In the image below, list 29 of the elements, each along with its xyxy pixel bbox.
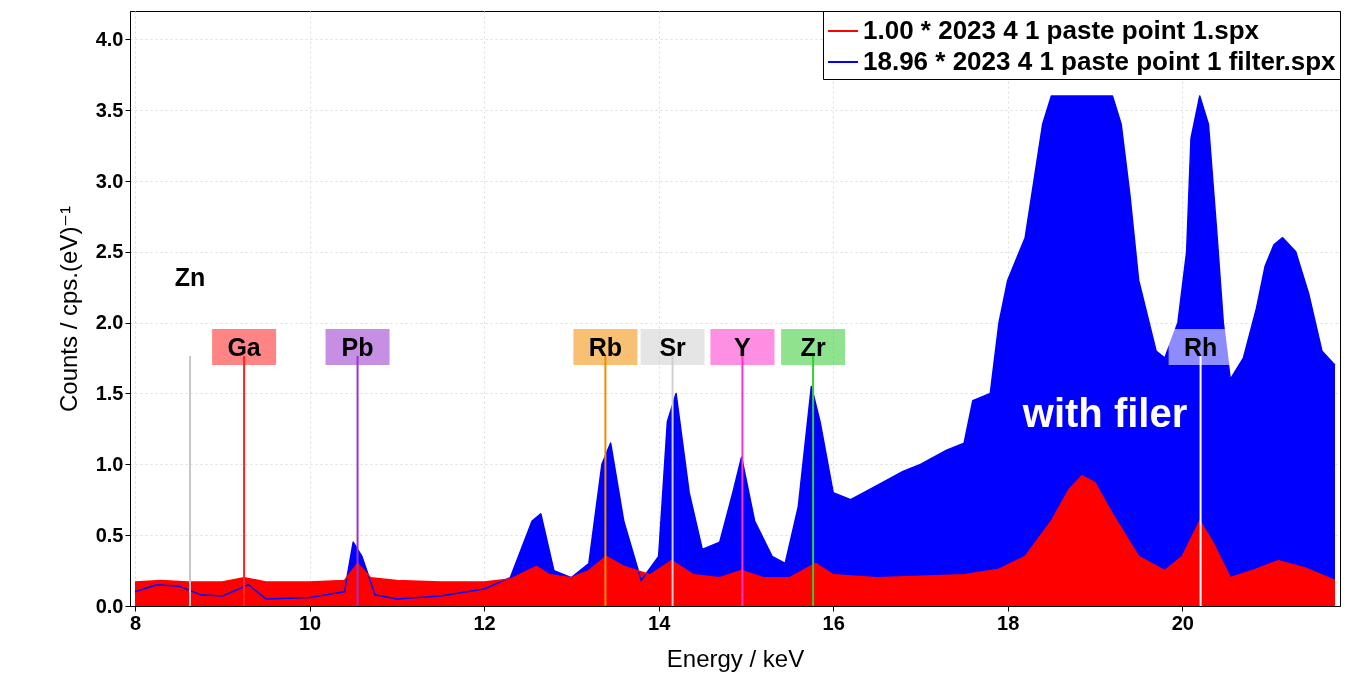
x-tick-label: 10 (298, 611, 322, 634)
ref-line-label: Sr (659, 333, 687, 361)
x-tick-label: 16 (822, 611, 845, 634)
ref-line-label: Rh (1183, 333, 1218, 361)
ref-line-label: Ga (227, 333, 262, 361)
legend-label: 18.96 * 2023 4 1 paste point 1 filter.spx (863, 46, 1337, 76)
y-axis-title: Counts / cps.(eV)⁻¹ (54, 205, 82, 413)
y-tick-label: 4.0 (95, 27, 124, 50)
y-tick-label: 0.5 (95, 523, 124, 546)
y-tick-label: 1.0 (95, 452, 124, 475)
ref-line-label: Zn (174, 263, 206, 291)
x-axis-title: Energy / keV (666, 644, 805, 672)
ref-line-label: Zr (800, 333, 826, 361)
ref-line-label: Rb (588, 333, 623, 361)
y-tick-label: 0.0 (95, 594, 124, 617)
x-tick-label: 8 (129, 611, 142, 634)
y-tick-label: 3.0 (95, 169, 124, 192)
ref-line-label: Pb (341, 333, 374, 361)
annotation: with filer (1021, 391, 1188, 435)
y-tick-label: 1.5 (95, 382, 124, 404)
x-tick-label: 12 (473, 611, 496, 634)
x-tick-label: 18 (997, 611, 1020, 634)
y-tick-label: 3.5 (95, 98, 124, 121)
ref-line-label: Y (734, 333, 752, 361)
x-tick-label: 20 (1171, 611, 1194, 634)
y-tick-label: 2.0 (95, 311, 124, 334)
x-tick-label: 14 (648, 611, 672, 634)
legend-label: 1.00 * 2023 4 1 paste point 1.spx (863, 15, 1260, 45)
y-tick-label: 2.5 (95, 240, 124, 263)
